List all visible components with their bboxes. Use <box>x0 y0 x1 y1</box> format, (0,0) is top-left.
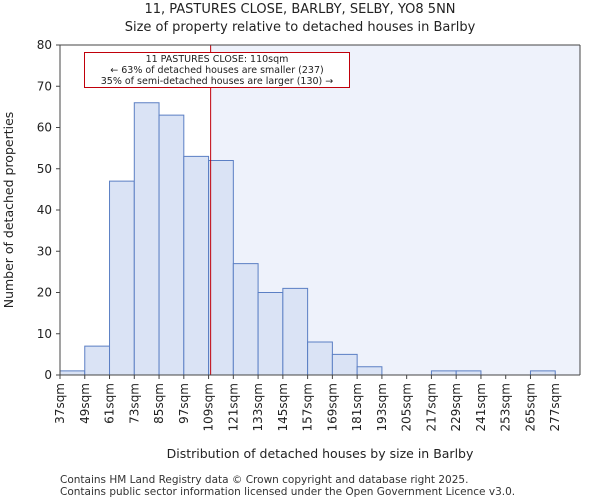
x-tick-label: 217sqm <box>424 383 438 431</box>
histogram-bar <box>356 366 383 376</box>
x-tick-label: 85sqm <box>152 383 166 424</box>
x-tick-label: 277sqm <box>548 383 562 431</box>
y-tick-label: 30 <box>37 244 52 258</box>
y-tick-label: 20 <box>37 286 52 300</box>
y-tick-label: 10 <box>37 327 52 341</box>
x-tick-label: 157sqm <box>301 383 315 431</box>
x-tick-label: 265sqm <box>523 383 537 431</box>
annotation-line-3: 35% of semi-detached houses are larger (… <box>100 76 334 87</box>
histogram-bar <box>307 341 333 376</box>
histogram-bar <box>208 160 234 376</box>
histogram-bar <box>59 370 86 376</box>
y-tick-label: 50 <box>37 162 52 176</box>
x-tick-label: 205sqm <box>400 383 414 431</box>
x-tick-label: 241sqm <box>474 383 488 431</box>
x-tick-label: 229sqm <box>449 383 463 431</box>
histogram-bar <box>529 370 556 376</box>
y-tick-label: 70 <box>37 79 52 93</box>
footer-licence: Contains public sector information licen… <box>60 486 516 498</box>
histogram-bar <box>133 102 160 376</box>
x-tick-label: 61sqm <box>103 383 117 424</box>
histogram-bar <box>430 370 457 376</box>
annotation-line-1: 11 PASTURES CLOSE: 110sqm <box>145 54 289 65</box>
x-tick-label: 181sqm <box>350 383 364 431</box>
annotation-line-2: ← 63% of detached houses are smaller (23… <box>110 65 324 76</box>
histogram-bar <box>282 287 309 376</box>
x-tick-label: 109sqm <box>202 383 216 431</box>
histogram-bar <box>257 292 284 376</box>
y-tick-label: 0 <box>44 368 52 382</box>
chart-subtitle: Size of property relative to detached ho… <box>124 20 476 35</box>
histogram-bar <box>109 180 135 376</box>
x-tick-label: 97sqm <box>177 383 191 424</box>
histogram-bar <box>183 155 210 376</box>
x-tick-label: 73sqm <box>127 383 141 424</box>
x-tick-label: 145sqm <box>276 383 290 431</box>
histogram-bar <box>455 370 482 376</box>
histogram-chart: 0 10 20 30 40 50 60 70 80 37sqm 49sqm 61sqm 73sqm 85s… <box>1 38 581 461</box>
y-axis-label: Number of detached properties <box>1 112 16 309</box>
y-tick-label: 40 <box>37 203 52 217</box>
footer-copyright: Contains HM Land Registry data © Crown c… <box>60 474 469 486</box>
annotation-box: 11 PASTURES CLOSE: 110sqm ← 63% of detac… <box>84 52 350 88</box>
histogram-bar <box>158 114 185 376</box>
x-tick-label: 121sqm <box>226 383 240 431</box>
y-tick-label: 80 <box>37 38 52 52</box>
x-axis-label: Distribution of detached houses by size … <box>167 446 474 461</box>
x-tick-label: 133sqm <box>251 383 265 431</box>
histogram-bar <box>84 345 111 376</box>
histogram-bar <box>331 353 358 376</box>
x-tick-label: 49sqm <box>78 383 92 424</box>
x-tick-label: 169sqm <box>325 383 339 431</box>
x-tick-label: 37sqm <box>53 383 67 424</box>
x-tick-label: 253sqm <box>499 383 513 431</box>
histogram-bar <box>232 263 259 376</box>
chart-title: 11, PASTURES CLOSE, BARLBY, SELBY, YO8 5… <box>144 2 456 17</box>
y-tick-label: 60 <box>37 121 52 135</box>
x-tick-label: 193sqm <box>375 383 389 431</box>
